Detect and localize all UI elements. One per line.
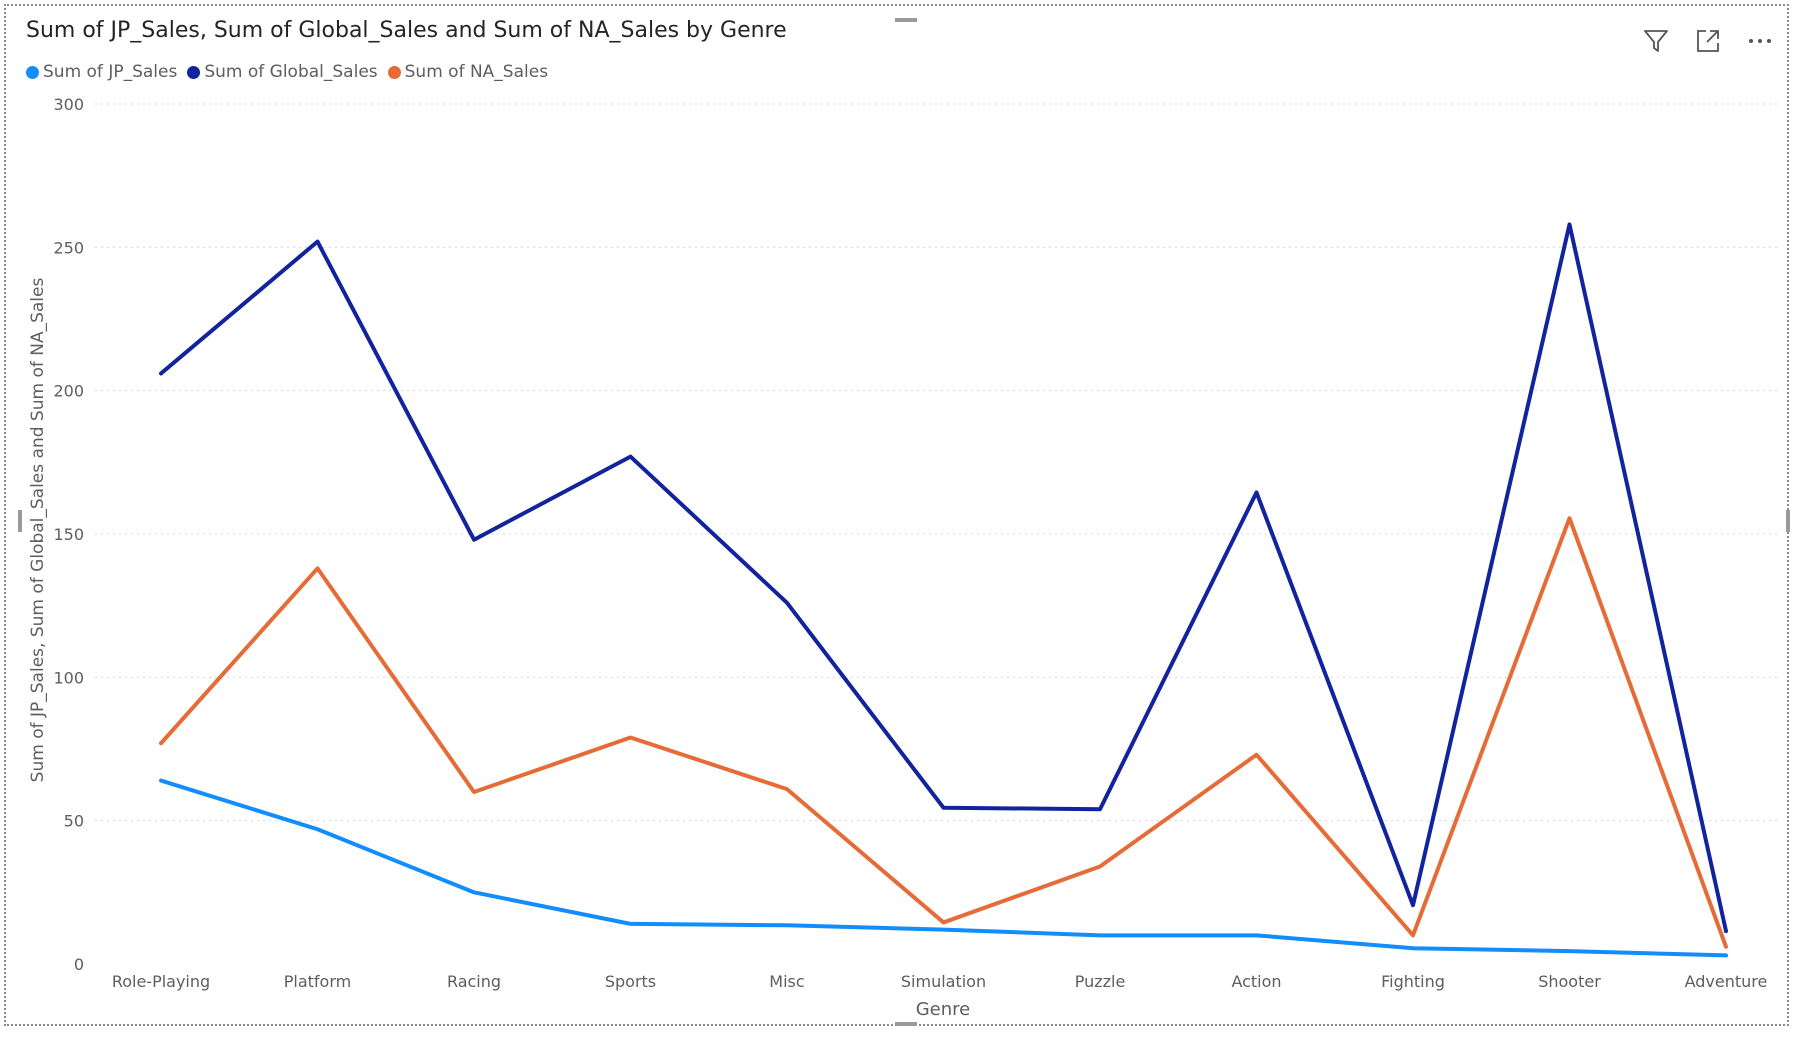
legend-label-global: Sum of Global_Sales — [204, 62, 378, 82]
x-tick-label: Platform — [284, 972, 351, 991]
data-point[interactable] — [312, 236, 324, 248]
legend-marker-na — [387, 65, 401, 79]
data-point[interactable] — [781, 783, 793, 795]
x-tick-label: Simulation — [901, 972, 986, 991]
y-tick-label: 0 — [74, 955, 84, 974]
data-point[interactable] — [1407, 942, 1419, 954]
data-point[interactable] — [1720, 941, 1732, 953]
more-options-icon — [1749, 39, 1771, 43]
series-line-sum-of-jp-sales[interactable] — [159, 778, 1728, 958]
x-tick-label: Racing — [447, 972, 501, 991]
resize-handle-top[interactable] — [895, 18, 917, 22]
data-point[interactable] — [312, 823, 324, 835]
chart-title: Sum of JP_Sales, Sum of Global_Sales and… — [26, 18, 787, 43]
data-point[interactable] — [1094, 861, 1106, 873]
data-point[interactable] — [938, 916, 950, 928]
y-tick-label: 300 — [53, 95, 84, 114]
x-axis-ticks: Role-Playing Platform Racing Sports Misc Simu… — [112, 972, 1768, 991]
series-lines — [155, 218, 1732, 958]
data-point[interactable] — [625, 918, 637, 930]
legend-label-jp: Sum of JP_Sales — [43, 62, 178, 82]
x-tick-label: Action — [1231, 972, 1281, 991]
filter-icon — [1644, 30, 1668, 52]
data-point[interactable] — [781, 597, 793, 609]
data-point[interactable] — [1564, 218, 1576, 230]
data-point[interactable] — [781, 919, 793, 931]
data-point[interactable] — [1407, 899, 1419, 911]
gridlines — [95, 103, 1780, 822]
resize-handle-left[interactable] — [18, 510, 22, 532]
data-point[interactable] — [155, 367, 167, 379]
x-tick-label: Misc — [769, 972, 804, 991]
data-point[interactable] — [1251, 486, 1263, 498]
legend-item-global[interactable]: Sum of Global_Sales — [187, 62, 378, 82]
legend-label-na: Sum of NA_Sales — [404, 62, 549, 82]
x-tick-label: Role-Playing — [112, 972, 210, 991]
data-point[interactable] — [468, 786, 480, 798]
data-point[interactable] — [312, 562, 324, 574]
x-tick-label: Sports — [605, 972, 656, 991]
x-tick-label: Fighting — [1381, 972, 1445, 991]
data-point[interactable] — [468, 534, 480, 546]
legend-item-na[interactable]: Sum of NA_Sales — [387, 62, 549, 82]
more-options-button[interactable] — [1745, 26, 1775, 56]
data-point[interactable] — [1407, 929, 1419, 941]
resize-handle-bottom[interactable] — [895, 1022, 917, 1026]
legend-marker-jp — [26, 65, 39, 79]
y-tick-label: 50 — [64, 812, 84, 831]
series-line-sum-of-global-sales[interactable] — [159, 222, 1728, 934]
data-point[interactable] — [938, 802, 950, 814]
data-point[interactable] — [155, 737, 167, 749]
legend-item-jp[interactable]: Sum of JP_Sales — [26, 62, 177, 82]
legend: Sum of JP_Sales Sum of Global_Sales Sum … — [26, 62, 548, 82]
data-point[interactable] — [155, 775, 167, 787]
x-tick-label: Shooter — [1538, 972, 1601, 991]
data-point[interactable] — [1094, 803, 1106, 815]
y-axis-ticks: 0 50 100 150 200 250 300 — [53, 95, 84, 974]
legend-marker-global — [187, 65, 201, 79]
y-tick-label: 100 — [53, 668, 84, 687]
series-line-sum-of-na-sales[interactable] — [159, 516, 1728, 949]
data-point[interactable] — [625, 732, 637, 744]
focus-mode-button[interactable] — [1693, 26, 1723, 56]
x-tick-label: Puzzle — [1075, 972, 1126, 991]
x-tick-label: Adventure — [1685, 972, 1768, 991]
data-point[interactable] — [1564, 945, 1576, 957]
visual-header-toolbar — [1641, 26, 1775, 56]
x-axis-title: Genre — [916, 999, 971, 1020]
data-point[interactable] — [625, 451, 637, 463]
resize-handle-right[interactable] — [1786, 510, 1790, 532]
y-tick-label: 200 — [53, 382, 84, 401]
y-tick-label: 250 — [53, 238, 84, 257]
data-point[interactable] — [468, 886, 480, 898]
y-axis-title: Sum of JP_Sales, Sum of Global_Sales and… — [28, 278, 48, 783]
filter-button[interactable] — [1641, 26, 1671, 56]
y-tick-label: 150 — [53, 525, 84, 544]
data-point[interactable] — [1564, 512, 1576, 524]
data-point[interactable] — [1251, 929, 1263, 941]
focus-mode-icon — [1697, 30, 1719, 52]
data-point[interactable] — [1094, 929, 1106, 941]
data-point[interactable] — [1251, 749, 1263, 761]
